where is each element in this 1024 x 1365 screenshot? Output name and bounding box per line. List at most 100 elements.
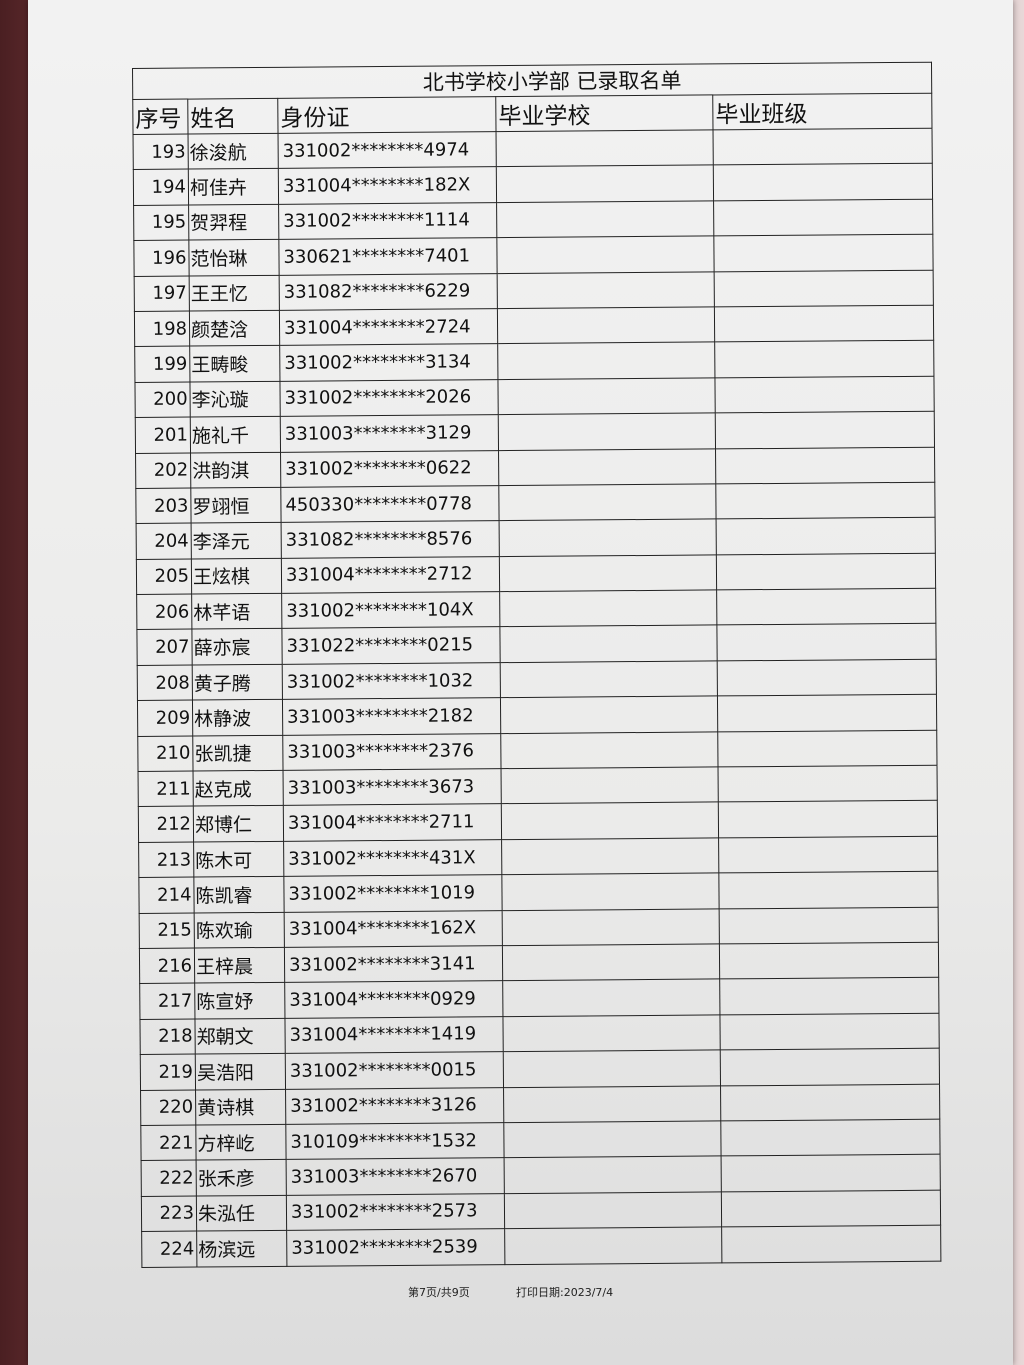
- name-cell: 陈宣妤: [194, 982, 285, 1019]
- id-cell: 331004********1419: [284, 1016, 504, 1054]
- id-cell: 331002********3134: [279, 343, 498, 382]
- school-cell: [497, 342, 715, 380]
- seq-cell: 205: [136, 558, 192, 595]
- school-cell: [499, 554, 717, 592]
- id-cell: 331002********2026: [279, 379, 499, 417]
- school-cell: [504, 1156, 722, 1194]
- seq-cell: 203: [135, 487, 192, 524]
- id-cell: 330621********7401: [278, 237, 498, 275]
- name-cell: 贺羿程: [188, 204, 279, 241]
- id-cell: 331003********3129: [280, 414, 499, 452]
- school-cell: [504, 1227, 722, 1265]
- name-cell: 杨滨远: [196, 1230, 287, 1267]
- name-cell: 方梓屹: [195, 1124, 287, 1161]
- school-cell: [498, 483, 717, 521]
- school-cell: [501, 802, 719, 840]
- class-cell: [719, 942, 939, 980]
- id-cell: 331004********2711: [283, 804, 502, 842]
- class-cell: [718, 800, 938, 838]
- school-cell: [499, 625, 718, 663]
- school-cell: [496, 165, 714, 203]
- class-cell: [714, 305, 934, 343]
- id-cell: 331002********0622: [280, 450, 499, 488]
- id-cell: 331002********2539: [286, 1228, 505, 1266]
- id-cell: 331004********162X: [284, 910, 503, 948]
- id-cell: 331082********8576: [281, 520, 500, 559]
- name-cell: 柯佳卉: [188, 168, 279, 205]
- seq-cell: 200: [134, 381, 191, 418]
- name-cell: 林静波: [192, 699, 283, 736]
- seq-cell: 212: [138, 806, 194, 843]
- seq-cell: 202: [135, 452, 191, 489]
- school-cell: [496, 129, 714, 168]
- school-cell: [500, 696, 718, 734]
- seq-cell: 217: [139, 983, 195, 1020]
- school-cell: [502, 979, 720, 1017]
- class-cell: [719, 977, 939, 1015]
- school-cell: [497, 377, 716, 415]
- name-cell: 徐浚航: [188, 133, 279, 170]
- seq-cell: 201: [135, 417, 191, 453]
- name-cell: 赵克成: [193, 770, 284, 807]
- class-cell: [716, 588, 936, 626]
- id-cell: 331004********2724: [279, 308, 498, 346]
- name-cell: 薛亦宸: [191, 628, 283, 665]
- id-cell: 331004********0929: [284, 980, 503, 1019]
- name-cell: 施礼千: [190, 416, 281, 453]
- school-cell: [501, 873, 720, 911]
- seq-cell: 211: [138, 771, 194, 807]
- class-cell: [721, 1225, 941, 1263]
- class-cell: [717, 659, 937, 697]
- class-cell: [717, 729, 938, 767]
- page-number: 第7页/共9页: [408, 1286, 470, 1299]
- seq-cell: 224: [141, 1231, 197, 1267]
- id-cell: 331003********3673: [283, 768, 502, 806]
- name-cell: 范怡琳: [188, 239, 280, 276]
- table-row: 224 杨滨远 331002********2539: [141, 1225, 941, 1267]
- school-cell: [504, 1191, 722, 1229]
- name-cell: 洪韵淇: [190, 451, 281, 488]
- id-cell: 331003********2670: [286, 1157, 505, 1196]
- name-cell: 郑朝文: [194, 1018, 286, 1055]
- class-cell: [714, 269, 934, 307]
- school-cell: [497, 306, 715, 344]
- class-cell: [713, 198, 933, 237]
- class-cell: [717, 694, 937, 732]
- id-cell: 331002********431X: [283, 839, 502, 877]
- seq-cell: 198: [134, 311, 190, 347]
- seq-cell: 208: [137, 664, 193, 701]
- name-cell: 张禾彦: [196, 1159, 287, 1196]
- seq-cell: 223: [141, 1195, 197, 1232]
- seq-cell: 222: [141, 1160, 197, 1197]
- school-cell: [498, 413, 716, 451]
- seq-cell: 195: [133, 204, 189, 241]
- class-cell: [713, 128, 933, 166]
- seq-cell: 214: [138, 877, 195, 914]
- class-cell: [715, 446, 935, 484]
- seq-cell: 206: [136, 594, 192, 630]
- name-cell: 吴浩阳: [195, 1053, 286, 1090]
- class-cell: [715, 482, 936, 520]
- class-cell: [713, 163, 933, 201]
- class-cell: [713, 234, 934, 272]
- seq-cell: 215: [139, 912, 195, 949]
- school-cell: [501, 766, 719, 805]
- school-cell: [497, 271, 715, 309]
- class-cell: [721, 1189, 941, 1228]
- class-cell: [716, 517, 936, 555]
- seq-cell: 213: [138, 841, 194, 878]
- school-cell: [502, 943, 720, 981]
- paper-sheet: [28, 0, 1013, 1365]
- seq-cell: 193: [133, 134, 189, 170]
- name-cell: 林芊语: [191, 593, 282, 630]
- id-cell: 331003********2376: [282, 733, 502, 771]
- school-cell: [502, 908, 720, 946]
- name-cell: 李泽元: [191, 522, 282, 559]
- id-cell: 331002********0015: [285, 1051, 504, 1089]
- name-cell: 罗翊恒: [190, 487, 282, 524]
- seq-cell: 216: [139, 948, 195, 984]
- school-cell: [501, 837, 719, 875]
- id-cell: 331002********1032: [282, 662, 501, 700]
- id-cell: 450330********0778: [280, 485, 500, 523]
- class-cell: [720, 1119, 941, 1157]
